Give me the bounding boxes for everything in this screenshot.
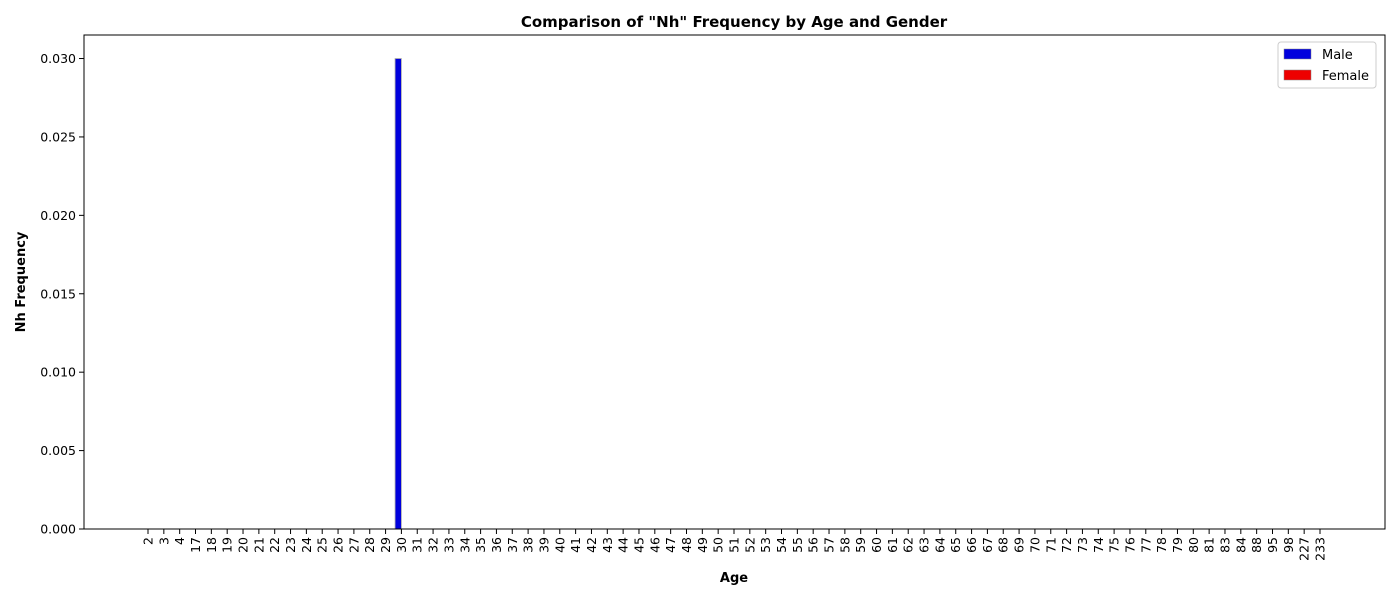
x-tick-label: 33 — [441, 537, 456, 553]
x-tick-label: 42 — [584, 537, 599, 553]
x-tick-label: 27 — [346, 537, 361, 553]
x-tick-label: 57 — [822, 537, 837, 553]
x-tick-label: 95 — [1265, 537, 1280, 553]
x-tick-label: 58 — [837, 537, 852, 553]
x-tick-label: 61 — [885, 537, 900, 553]
x-tick-label: 62 — [901, 537, 916, 553]
x-tick-label: 84 — [1233, 537, 1248, 553]
x-tick-label: 59 — [853, 537, 868, 553]
y-axis-label: Nh Frequency — [14, 231, 29, 332]
x-tick-label: 45 — [631, 537, 646, 553]
x-tick-label: 36 — [489, 537, 504, 553]
x-tick-label: 22 — [267, 537, 282, 553]
x-tick-label: 46 — [647, 537, 662, 553]
x-tick-label: 74 — [1091, 537, 1106, 553]
y-tick-label: 0.000 — [40, 522, 76, 537]
x-tick-label: 18 — [204, 537, 219, 553]
x-tick-label: 43 — [600, 537, 615, 553]
x-tick-label: 75 — [1107, 537, 1122, 553]
y-tick-label: 0.010 — [40, 365, 76, 380]
x-tick-label: 51 — [727, 537, 742, 553]
x-tick-label: 72 — [1059, 537, 1074, 553]
x-tick-label: 28 — [362, 537, 377, 553]
x-tick-label: 44 — [616, 537, 631, 553]
x-tick-label: 63 — [917, 537, 932, 553]
x-tick-label: 21 — [251, 537, 266, 553]
x-tick-label: 38 — [521, 537, 536, 553]
x-tick-label: 34 — [457, 537, 472, 553]
plot-frame — [83, 34, 1386, 530]
x-tick-label: 56 — [806, 537, 821, 553]
x-tick-label: 69 — [1012, 537, 1027, 553]
x-tick-label: 68 — [996, 537, 1011, 553]
x-tick-label: 78 — [1154, 537, 1169, 553]
x-tick-label: 48 — [679, 537, 694, 553]
y-tick-label: 0.015 — [40, 286, 76, 301]
y-tick-label: 0.005 — [40, 443, 76, 458]
x-tick-label: 32 — [426, 537, 441, 553]
x-tick-label: 83 — [1217, 537, 1232, 553]
x-tick-label: 49 — [695, 537, 710, 553]
x-tick-label: 71 — [1043, 537, 1058, 553]
y-tick-label: 0.030 — [40, 51, 76, 66]
x-tick-label: 47 — [663, 537, 678, 553]
x-tick-label: 88 — [1249, 537, 1264, 553]
x-tick-label: 23 — [283, 537, 298, 553]
legend-swatch-female — [1283, 69, 1312, 81]
x-tick-label: 4 — [172, 537, 187, 545]
x-tick-label: 26 — [331, 537, 346, 553]
x-tick-label: 73 — [1075, 537, 1090, 553]
y-tick-label: 0.020 — [40, 208, 76, 223]
legend-label-male: Male — [1322, 48, 1353, 63]
x-tick-label: 66 — [964, 537, 979, 553]
x-tick-label: 52 — [742, 537, 757, 553]
x-tick-label: 25 — [315, 537, 330, 553]
bar-male-30 — [394, 58, 402, 530]
legend-swatch-male — [1283, 48, 1312, 60]
x-tick-label: 81 — [1202, 537, 1217, 553]
x-tick-label: 76 — [1122, 537, 1137, 553]
x-tick-label: 54 — [774, 537, 789, 553]
x-tick-label: 35 — [473, 537, 488, 553]
x-tick-label: 29 — [378, 537, 393, 553]
x-tick-label: 65 — [948, 537, 963, 553]
x-ticks: 2 3 4 17 18 19 20 21 22 23 24 25 26 27 28 29 30 31 32 33 34 3… — [141, 529, 1328, 561]
x-tick-label: 233 — [1313, 537, 1328, 561]
x-tick-label: 50 — [711, 537, 726, 553]
x-tick-label: 70 — [1027, 537, 1042, 553]
y-tick-label: 0.025 — [40, 129, 76, 144]
x-tick-label: 17 — [188, 537, 203, 553]
x-axis-label: Age — [720, 571, 748, 586]
x-tick-label: 30 — [394, 537, 409, 553]
x-tick-label: 64 — [932, 537, 947, 553]
x-tick-label: 31 — [410, 537, 425, 553]
x-tick-label: 37 — [505, 537, 520, 553]
x-tick-label: 40 — [552, 537, 567, 553]
x-tick-label: 53 — [758, 537, 773, 553]
x-tick-label: 80 — [1186, 537, 1201, 553]
chart-title: Comparison of "Nh" Frequency by Age and … — [521, 13, 948, 31]
bars-group — [394, 58, 402, 530]
x-tick-label: 60 — [869, 537, 884, 553]
x-tick-label: 79 — [1170, 537, 1185, 553]
x-tick-label: 19 — [220, 537, 235, 553]
x-tick-label: 98 — [1281, 537, 1296, 553]
x-tick-label: 67 — [980, 537, 995, 553]
x-tick-label: 2 — [141, 537, 156, 545]
x-tick-label: 20 — [236, 537, 251, 553]
x-tick-label: 3 — [156, 537, 171, 545]
x-tick-label: 55 — [790, 537, 805, 553]
x-tick-label: 24 — [299, 537, 314, 553]
y-ticks: 0.000 0.005 0.010 0.015 0.020 0.025 0.030 — [40, 51, 84, 537]
x-tick-label: 39 — [536, 537, 551, 553]
legend-label-female: Female — [1322, 69, 1369, 84]
legend: Male Female — [1277, 41, 1377, 89]
x-tick-label: 227 — [1297, 537, 1312, 561]
x-tick-label: 77 — [1138, 537, 1153, 553]
x-tick-label: 41 — [568, 537, 583, 553]
